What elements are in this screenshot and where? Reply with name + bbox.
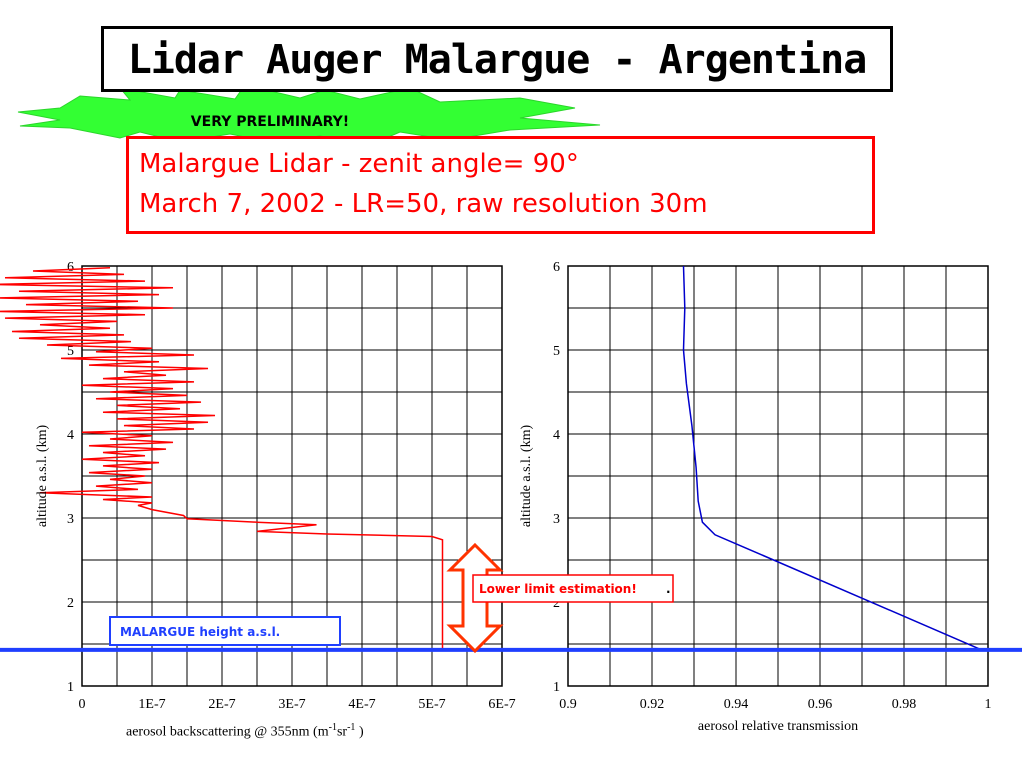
- transmission-x-tick-label: 0.94: [724, 697, 749, 712]
- preliminary-starburst: [17, 84, 601, 146]
- subtitle-line-1: Malargue Lidar - zenit angle= 90°: [139, 149, 579, 179]
- transmission-y-tick-label: 5: [553, 344, 560, 359]
- backscatter-x-tick-label: 2E-7: [208, 697, 235, 712]
- backscatter-y-ticks: 1 2 3 4 5 6: [67, 260, 74, 695]
- backscatter-y-tick-label: 6: [67, 260, 74, 275]
- page-title: Lidar Auger Malargue - Argentina: [127, 37, 868, 83]
- transmission-x-tick-label: 0.92: [640, 697, 665, 712]
- xlabel-part: ): [355, 724, 364, 740]
- subtitle-box: Malargue Lidar - zenit angle= 90° March …: [126, 136, 875, 234]
- subtitle-line-2: March 7, 2002 - LR=50, raw resolution 30…: [139, 189, 708, 219]
- backscatter-profile-line: [0, 266, 444, 650]
- transmission-chart: 0.9 0.92 0.94 0.96 0.98 1 1 2 3 4 5 6 altitude a.s…: [519, 260, 992, 734]
- backscatter-y-tick-label: 4: [67, 428, 74, 443]
- backscatter-x-axis-label: aerosol backscattering @ 355nm (m-1sr-1 …: [126, 722, 364, 741]
- title-box: Lidar Auger Malargue - Argentina: [101, 26, 893, 92]
- transmission-x-tick-label: 0.9: [559, 697, 577, 712]
- backscatter-y-tick-label: 5: [67, 344, 74, 359]
- backscatter-y-axis-label: altitude a.s.l. (km): [35, 425, 50, 528]
- malargue-height-box: [109, 616, 341, 646]
- transmission-y-tick-label: 6: [553, 260, 560, 275]
- xlabel-part: aerosol backscattering @ 355nm (m: [126, 724, 329, 740]
- lower-limit-label: Lower limit estimation!: [479, 582, 637, 596]
- transmission-y-tick-label: 4: [553, 428, 560, 443]
- backscatter-x-tick-label: 1E-7: [138, 697, 165, 712]
- transmission-x-axis-label: aerosol relative transmission: [698, 719, 858, 734]
- backscatter-x-tick-label: 3E-7: [278, 697, 305, 712]
- transmission-y-tick-label: 1: [553, 680, 560, 695]
- transmission-grid: [568, 266, 988, 686]
- backscatter-x-tick-label: 4E-7: [348, 697, 375, 712]
- backscatter-y-tick-label: 1: [67, 680, 74, 695]
- xlabel-part: sr: [336, 724, 348, 740]
- preliminary-label: VERY PRELIMINARY!: [191, 114, 349, 130]
- backscatter-x-tick-label: 6E-7: [488, 697, 515, 712]
- backscatter-x-tick-label: 0: [79, 697, 86, 712]
- backscatter-x-ticks: 0 1E-7 2E-7 3E-7 4E-7 5E-7 6E-7: [79, 697, 516, 712]
- lower-limit-suffix: .: [666, 582, 671, 596]
- transmission-x-tick-label: 0.96: [808, 697, 833, 712]
- transmission-x-ticks: 0.9 0.92 0.94 0.96 0.98 1: [559, 697, 991, 712]
- transmission-y-axis-label: altitude a.s.l. (km): [519, 425, 534, 528]
- backscatter-y-tick-label: 3: [67, 512, 74, 527]
- transmission-y-ticks: 1 2 3 4 5 6: [553, 260, 560, 695]
- xlabel-exponent: -1: [347, 722, 356, 733]
- backscatter-x-tick-label: 5E-7: [418, 697, 445, 712]
- transmission-y-tick-label: 2: [553, 596, 560, 611]
- transmission-profile-line: [682, 265, 982, 651]
- backscatter-y-tick-label: 2: [67, 596, 74, 611]
- transmission-x-tick-label: 0.98: [892, 697, 917, 712]
- malargue-height-label: MALARGUE height a.s.l.: [120, 625, 280, 639]
- xlabel-exponent: -1: [328, 722, 337, 733]
- transmission-y-tick-label: 3: [553, 512, 560, 527]
- transmission-x-tick-label: 1: [985, 697, 992, 712]
- lower-limit-box: [472, 574, 674, 603]
